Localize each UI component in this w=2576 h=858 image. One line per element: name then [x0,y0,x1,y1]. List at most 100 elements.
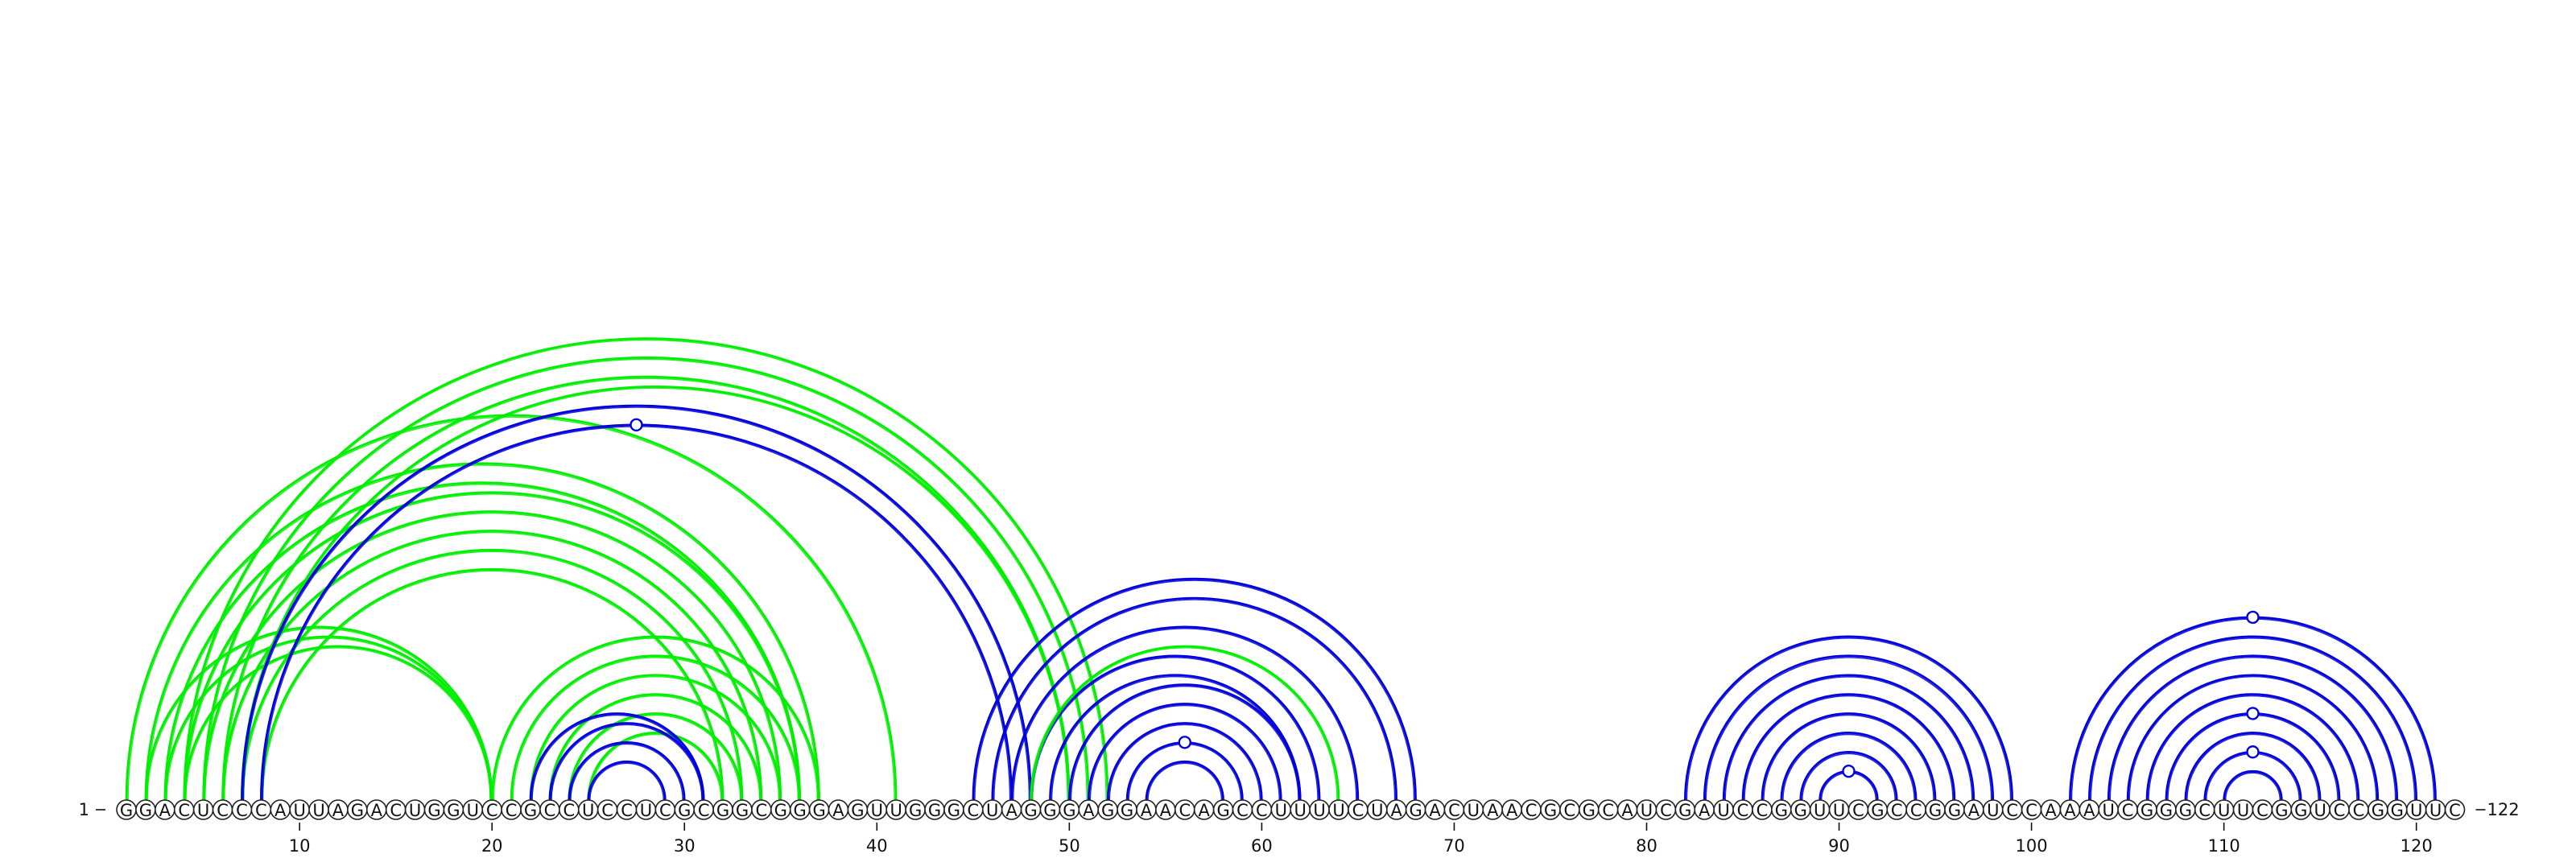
nucleotide-63: U [1309,799,1330,820]
nucleotide-letter: G [716,801,729,820]
nucleotide-letter: C [178,801,190,820]
nucleotide-1: G [116,799,137,820]
pair-arc-inner-23-34 [551,695,761,801]
nucleotide-letter: U [582,801,594,820]
nucleotide-30: G [674,799,696,820]
nucleotide-letter: G [1948,801,1961,820]
nucleotide-86: C [1752,799,1773,820]
pair-arc-inner-23-31 [551,724,703,801]
nucleotide-59: C [1232,799,1253,820]
nucleotide-46: U [981,799,1003,820]
nucleotide-letter: U [1987,801,1999,820]
nucleotide-80: U [1636,799,1657,820]
nucleotide-letter: C [1660,801,1672,820]
arc-marker-109-114 [2246,745,2260,759]
nucleotide-25: U [577,799,599,820]
pair-arc-45-68 [972,577,1417,801]
tick-label-70: 70 [1443,836,1465,856]
pair-arc-inner-84-97 [1724,675,1973,801]
nucleotide-letter: G [947,801,960,820]
nucleotide-104: U [2098,799,2120,820]
nucleotide-53: G [1117,799,1137,820]
nucleotide-64: U [1328,799,1349,820]
nucleotide-74: C [1521,799,1542,820]
pair-arc-108-115 [2184,732,2322,801]
pair-arc-24-30 [568,740,686,801]
nucleotide-letter: U [1814,801,1826,820]
nucleotide-75: G [1540,799,1561,820]
nucleotide-4: C [173,799,195,820]
nucleotide-letter: A [332,801,345,820]
nucleotide-letter: A [1160,801,1172,820]
nucleotide-14: A [365,799,387,820]
nucleotide-letter: U [467,801,479,820]
nucleotide-letter: C [2353,801,2365,820]
nucleotide-letter: A [1968,801,1980,820]
arc-marker-102-121 [2246,610,2260,625]
arc-marker-8-47 [630,418,643,432]
nucleotide-67: A [1385,799,1407,820]
pair-arc-inner-25-29 [588,762,665,801]
pair-arc-3-36 [163,481,801,801]
tick-label-20: 20 [481,836,503,856]
nucleotide-56: C [1174,799,1195,820]
pair-arc-8-32 [260,567,724,801]
nucleotide-letter: G [351,801,364,820]
nucleotide-98: U [1982,799,2004,820]
pair-arc-23-34 [548,693,763,801]
pair-arc-inner-5-51 [204,358,1088,801]
tick-label-90: 90 [1828,836,1850,856]
nucleotide-96: G [1944,799,1965,820]
pair-arc-inner-105-118 [2128,675,2377,801]
pair-arc-inner-109-114 [2205,753,2301,801]
pair-arc-105-118 [2126,674,2380,801]
nucleotide-9: A [270,799,291,820]
nucleotide-26: C [597,799,618,820]
nucleotide-letter: G [1775,801,1788,820]
nucleotide-letter: G [1216,801,1229,820]
nucleotide-letter: C [2256,801,2268,820]
nucleotide-letter: C [486,801,498,820]
nucleotide-letter: C [601,801,613,820]
nucleotide-letter: G [2179,801,2192,820]
nucleotide-44: G [943,799,964,820]
nucleotide-84: U [1713,799,1734,820]
pair-arc-inner-6-34 [223,531,761,801]
nucleotide-42: G [905,799,926,820]
nucleotide-120: U [2405,799,2427,820]
nucleotide-letter: G [524,801,537,820]
nucleotide-2: G [135,799,156,820]
nucleotide-letter: U [1641,801,1653,820]
nucleotide-7: C [231,799,253,820]
tick-label-40: 40 [866,836,888,856]
nucleotide-letter: C [506,801,518,820]
nucleotide-letter: C [217,801,229,820]
pair-arc-inner-86-95 [1763,715,1934,801]
nucleotide-118: G [2368,799,2388,820]
pair-arc-47-65 [1010,625,1360,801]
nucleotide-106: G [2136,799,2157,820]
pair-arc-1-41 [125,414,898,801]
pair-arc-86-95 [1761,713,1937,801]
pair-arc-4-52 [183,337,1109,801]
pair-arc-2-37 [144,462,820,801]
pair-arc-4-36 [183,491,801,801]
pair-arc-46-67 [991,596,1398,801]
nucleotide-letter: C [1891,801,1903,820]
nucleotide-letter: A [159,801,171,820]
nucleotide-letter: A [2064,801,2076,820]
nucleotide-letter: A [1699,801,1711,820]
nucleotide-letter: U [890,801,902,820]
nucleotide-letter: A [1621,801,1633,820]
nucleotide-letter: C [544,801,556,820]
nucleotide-letter: C [967,801,979,820]
pair-arc-51-61 [1087,703,1282,801]
nucleotide-78: C [1597,799,1619,820]
nucleotide-13: G [347,799,368,820]
nucleotide-letter: G [1871,801,1884,820]
pair-arc-22-31 [529,712,705,801]
pair-arc-inner-106-117 [2148,695,2358,801]
nucleotide-letter: U [1833,801,1845,820]
nucleotide-circle [2444,799,2466,820]
nucleotide-112: C [2252,799,2273,820]
